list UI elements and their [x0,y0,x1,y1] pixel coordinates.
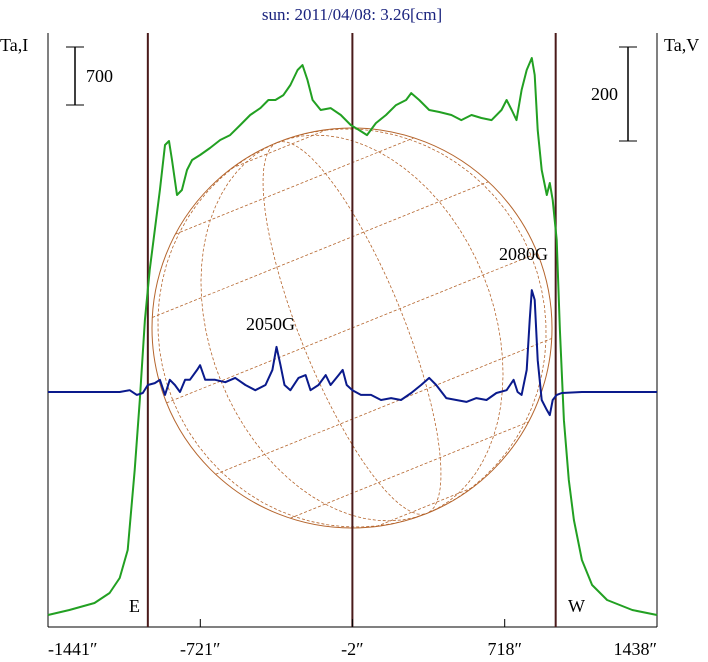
scale-bar-label: 200 [591,84,618,104]
annotation: W [568,596,585,616]
parallel [376,487,473,527]
meridian [276,128,547,514]
x-tick-label: -1441″ [48,639,98,659]
parallel [290,421,529,519]
annotation: 2050G [246,314,295,334]
x-tick-label: -2″ [341,639,364,659]
parallel [215,338,552,475]
meridian [157,142,428,528]
chart-title: sun: 2011/04/08: 3.26[cm] [262,5,442,24]
annotation: E [129,596,140,616]
series-line [47,57,658,616]
meridian [200,142,428,522]
scale-bar-label: 700 [86,66,113,86]
y-axis-label: Ta,I [0,35,28,55]
annotation: 2080G [499,244,548,264]
parallel [175,137,414,235]
y2-axis-label: Ta,V [664,35,699,55]
x-tick-label: -721″ [180,639,221,659]
meridian [262,142,428,515]
parallel [152,181,489,318]
parallel [231,129,328,169]
series-line [48,289,657,417]
x-tick-label: 1438″ [614,639,658,659]
x-tick-label: 718″ [487,639,522,659]
